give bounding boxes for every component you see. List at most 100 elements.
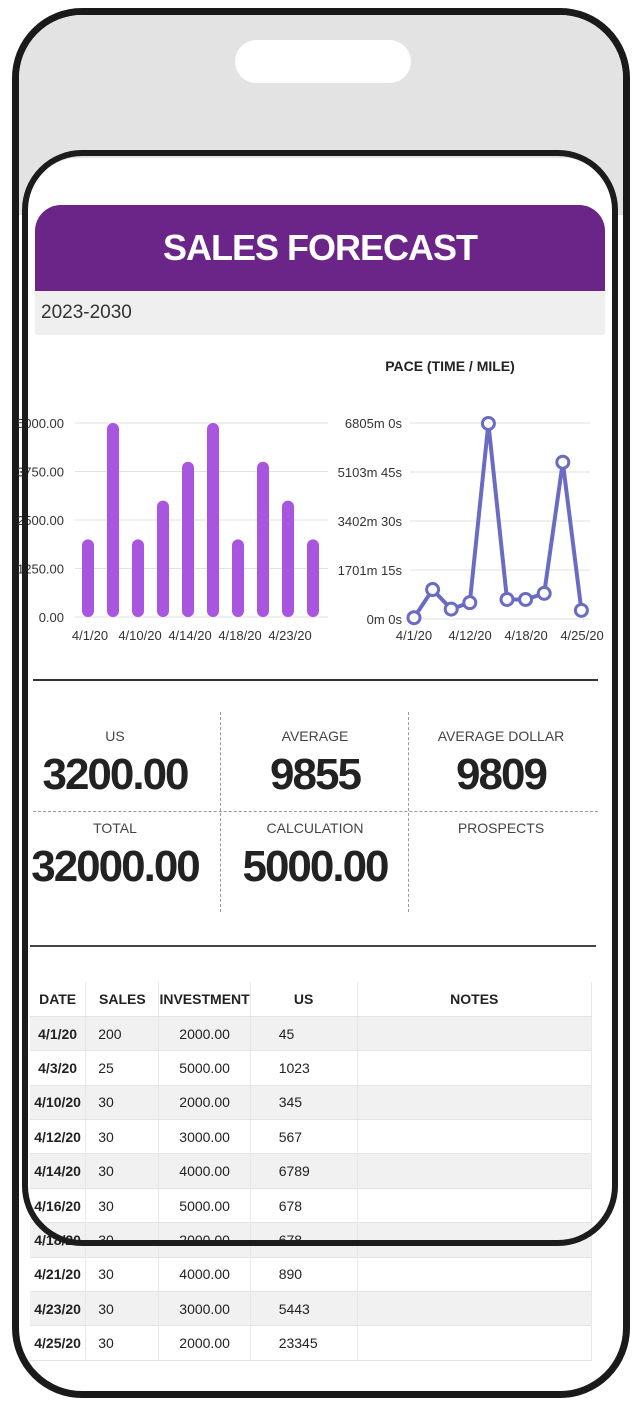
table-cell: 30	[85, 1257, 160, 1293]
data-point	[518, 591, 534, 607]
column-header: NOTES	[357, 982, 593, 1017]
table-cell: 30	[85, 1188, 160, 1224]
stat-value: 3200.00	[42, 750, 189, 799]
table-cell	[357, 1153, 593, 1189]
table-cell: 678	[250, 1188, 358, 1224]
x-tick-label: 4/12/20	[448, 628, 491, 643]
table-cell	[357, 1085, 593, 1121]
x-tick-label: 4/1/20	[72, 628, 108, 643]
table-cell: 4000.00	[158, 1153, 251, 1189]
table-cell: 4/14/20	[30, 1153, 87, 1189]
table-row: 4/14/20 30 4000.00 6789	[30, 1153, 593, 1189]
table-cell: 2000.00	[158, 1085, 251, 1121]
table-row: 4/25/20 30 2000.00 23345	[30, 1325, 593, 1361]
x-tick-label: 4/14/20	[168, 628, 211, 643]
x-tick-label: 4/25/20	[560, 628, 603, 643]
table-cell: 567	[250, 1119, 358, 1155]
charts: 0.00 1250.00 2500.00 3750.00 5000.00 4/1/20 4/…	[17, 415, 604, 643]
page-title: SALES FORECAST	[35, 205, 605, 291]
table-cell: 30	[85, 1222, 160, 1258]
table-cell: 5000.00	[158, 1188, 251, 1224]
data-point	[573, 602, 589, 618]
table-cell: 30	[85, 1119, 160, 1155]
table-cell	[357, 1325, 593, 1361]
table-row: 4/12/20 30 3000.00 567	[30, 1119, 593, 1155]
table-cell: 5000.00	[158, 1050, 251, 1086]
column-header: US	[250, 982, 358, 1017]
y-tick-label: 0.00	[39, 610, 64, 625]
table-cell	[357, 1222, 593, 1258]
stat-label: AVERAGE	[281, 728, 349, 744]
table-cell	[357, 1257, 593, 1293]
table-cell: 30	[85, 1325, 160, 1361]
table-cell	[357, 1291, 593, 1327]
table-cell: 890	[250, 1257, 358, 1293]
table-cell: 345	[250, 1085, 358, 1121]
stat-value: 32000.00	[31, 842, 201, 891]
y-tick-label: 3402m 30s	[338, 514, 403, 529]
table-cell: 4/12/20	[30, 1119, 87, 1155]
table-cell: 2000.00	[158, 1222, 251, 1258]
table-cell: 4/10/20	[30, 1085, 87, 1121]
table-cell: 23345	[250, 1325, 358, 1361]
y-tick-label: 2500.00	[17, 513, 64, 528]
table-cell: 4/3/20	[30, 1050, 87, 1086]
table-cell: 4/23/20	[30, 1291, 87, 1327]
table-cell: 30	[85, 1085, 160, 1121]
data-point	[406, 610, 422, 626]
table-cell: 3000.00	[158, 1291, 251, 1327]
table-cell	[357, 1188, 593, 1224]
data-point	[499, 591, 515, 607]
table-cell: 45	[250, 1016, 358, 1052]
data-point	[536, 585, 552, 601]
stat-value: 9809	[456, 750, 548, 799]
table-cell	[357, 1119, 593, 1155]
column-header: INVESTMENT	[158, 982, 251, 1017]
table-cell: 25	[85, 1050, 160, 1086]
y-tick-label: 6805m 0s	[345, 416, 403, 431]
table-cell	[357, 1016, 593, 1052]
table-cell: 30	[85, 1291, 160, 1327]
bar	[132, 539, 144, 617]
y-tick-label: 5000.00	[17, 416, 64, 431]
table-cell: 2000.00	[158, 1016, 251, 1052]
table-cell: 3000.00	[158, 1119, 251, 1155]
data-point	[555, 454, 571, 470]
data-point	[425, 582, 441, 598]
y-tick-label: 5103m 45s	[338, 465, 403, 480]
bar	[232, 539, 244, 617]
table-row: 4/23/20 30 3000.00 5443	[30, 1291, 593, 1327]
column-header: SALES	[85, 982, 160, 1017]
table-divider	[30, 945, 596, 947]
stat-divider	[33, 811, 598, 812]
x-tick-label: 4/18/20	[218, 628, 261, 643]
table-row: 4/10/20 30 2000.00 345	[30, 1085, 593, 1121]
data-point	[462, 595, 478, 611]
table-cell: 200	[85, 1016, 160, 1052]
stat-divider	[220, 712, 221, 912]
data-table: DATE SALES INVESTMENT US NOTES 4/1/20 200 2000…	[30, 982, 593, 1361]
table-cell: 4/1/20	[30, 1016, 87, 1052]
dynamic-island	[235, 40, 411, 83]
stat-label: TOTAL	[93, 820, 137, 836]
y-tick-label: 1701m 15s	[338, 563, 403, 578]
y-tick-label: 1250.00	[17, 562, 64, 577]
data-point	[443, 601, 459, 617]
bar	[207, 423, 219, 617]
table-cell: 2000.00	[158, 1325, 251, 1361]
table-cell: 5443	[250, 1291, 358, 1327]
stat-value: 5000.00	[242, 842, 389, 891]
table-cell	[357, 1050, 593, 1086]
table-row: 4/1/20 200 2000.00 45	[30, 1016, 593, 1052]
table-cell: 678	[250, 1222, 358, 1258]
x-tick-label: 4/23/20	[268, 628, 311, 643]
bar	[82, 539, 94, 617]
x-tick-label: 4/10/20	[118, 628, 161, 643]
bar	[257, 461, 269, 617]
table-row: 4/18/20 30 2000.00 678	[30, 1222, 593, 1258]
y-tick-label: 3750.00	[17, 465, 64, 480]
column-header: DATE	[30, 982, 87, 1017]
divider	[33, 679, 598, 681]
x-tick-label: 4/18/20	[504, 628, 547, 643]
table-row: 4/16/20 30 5000.00 678	[30, 1188, 593, 1224]
